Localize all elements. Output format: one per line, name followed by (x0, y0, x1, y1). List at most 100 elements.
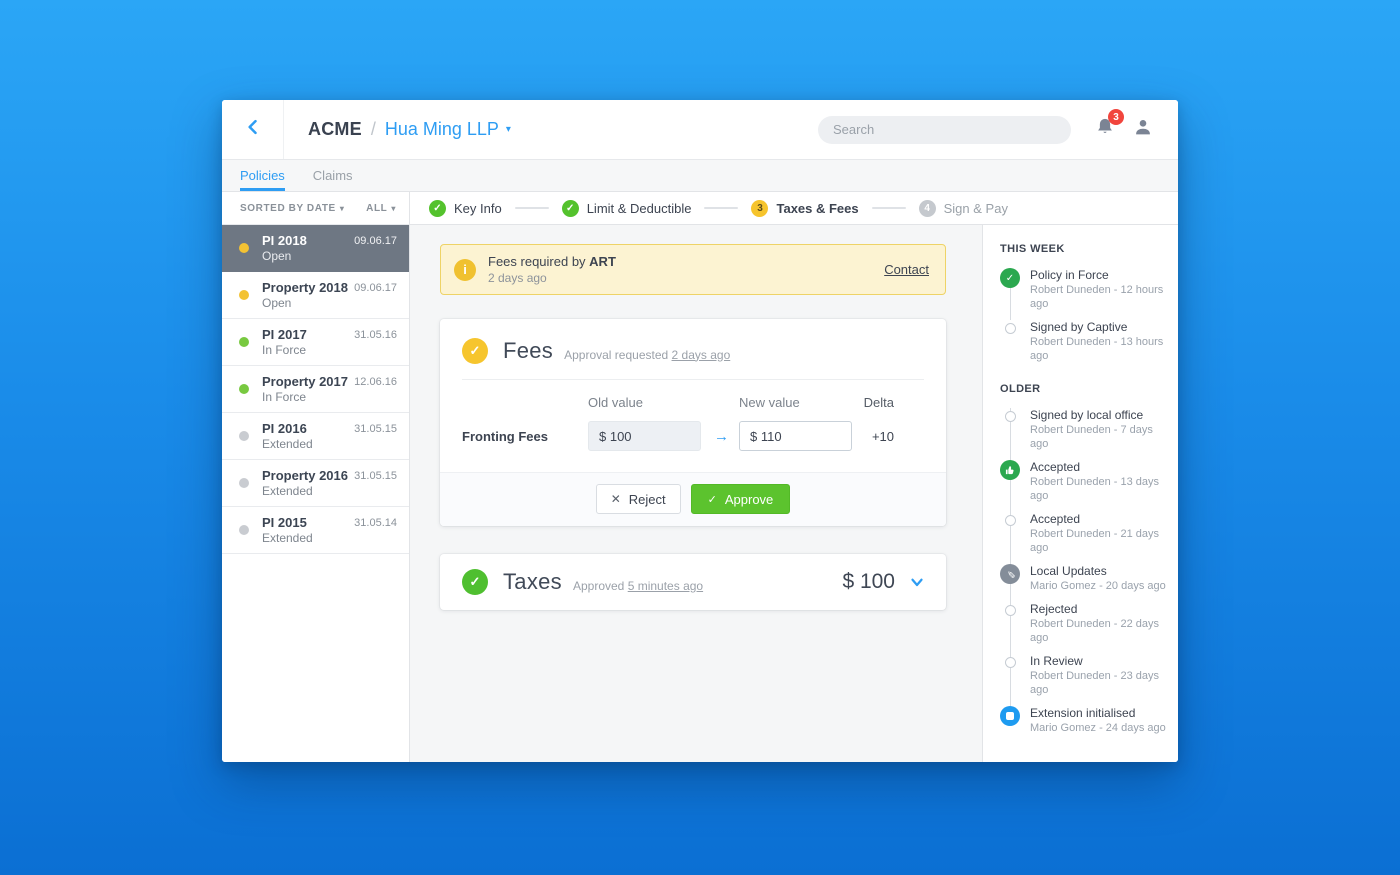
step-number-icon: 3 (751, 199, 769, 217)
tab-bar: Policies Claims (222, 160, 1178, 192)
timeline-item-local-updates: ✎ Local Updates Mario Gomez - 20 days ag… (1000, 564, 1168, 602)
policy-status: In Force (262, 343, 307, 357)
timeline-meta: Robert Duneden - 22 days ago (1030, 618, 1160, 644)
timeline-rail (1000, 706, 1020, 735)
timeline-rail (1000, 602, 1020, 654)
policy-status: Open (262, 296, 292, 310)
policy-date: 09.06.17 (354, 282, 397, 294)
status-dot-inforce-icon (239, 384, 249, 394)
step-connector (871, 207, 906, 209)
banner-title: Fees required by ART (488, 254, 616, 270)
expand-taxes-button[interactable] (908, 573, 926, 591)
step-label: Taxes & Fees (776, 200, 859, 216)
step-limit-deductible[interactable]: ✓ Limit & Deductible (561, 199, 691, 217)
banner-text: Fees required by ART 2 days ago (488, 254, 616, 285)
filter-control[interactable]: ALL ▾ (366, 203, 396, 214)
timeline-item-in-review: In Review Robert Duneden - 23 days ago (1000, 654, 1168, 706)
timeline-meta: Mario Gomez - 24 days ago (1030, 722, 1166, 734)
taxes-card-title: Taxes (503, 569, 562, 594)
new-value-cell (739, 421, 855, 451)
back-button[interactable] (222, 100, 284, 159)
timeline-heading-this-week: THIS WEEK (1000, 243, 1065, 255)
timeline-title: Signed by local office (1030, 408, 1144, 422)
tab-policies[interactable]: Policies (240, 160, 285, 191)
banner-title-party: ART (589, 254, 616, 269)
timeline-meta: Robert Duneden - 7 days ago (1030, 424, 1153, 450)
step-taxes-fees[interactable]: 3 Taxes & Fees (751, 199, 859, 217)
content-row: i Fees required by ART 2 days ago Contac… (410, 225, 1178, 762)
policy-row-property-2018[interactable]: Property 2018 Open 09.06.17 (222, 272, 409, 319)
breadcrumb-client[interactable]: Hua Ming LLP (384, 119, 499, 139)
activity-timeline: THIS WEEK ✓ Policy in Force Robert Duned… (982, 225, 1178, 762)
policy-row-property-2017[interactable]: Property 2017 In Force 12.06.16 (222, 366, 409, 413)
pencil-icon: ✎ (1000, 564, 1020, 584)
taxes-status-time-link[interactable]: 5 minutes ago (627, 578, 704, 593)
status-dot-inforce-icon (239, 337, 249, 347)
policy-row-property-2016[interactable]: Property 2016 Extended 31.05.15 (222, 460, 409, 507)
timeline-rail: ✓ (1000, 268, 1020, 320)
timeline-item-text: Accepted Robert Duneden - 13 days ago (1030, 460, 1168, 503)
policy-row-pi-2018[interactable]: PI 2018 Open 09.06.17 (222, 225, 409, 272)
policy-date: 09.06.17 (354, 235, 397, 247)
policy-row-pi-2017[interactable]: PI 2017 In Force 31.05.16 (222, 319, 409, 366)
policy-status: Extended (262, 437, 313, 451)
breadcrumb-separator: / (370, 119, 376, 139)
notifications-button[interactable]: 3 (1094, 109, 1124, 143)
timeline-rail (1000, 512, 1020, 564)
fees-pending-check-icon: ✓ (462, 338, 488, 364)
timeline-item-accepted-21d: Accepted Robert Duneden - 21 days ago (1000, 512, 1168, 564)
contact-link[interactable]: Contact (884, 262, 929, 277)
tab-claims[interactable]: Claims (312, 168, 353, 183)
fees-table-header: Old value New value Delta (462, 395, 922, 410)
fees-card-header: ✓ Fees Approval requested 2 days ago (440, 319, 946, 379)
check-icon: ✓ (1000, 268, 1020, 288)
timeline-rail (1000, 408, 1020, 460)
info-icon: i (454, 258, 476, 281)
policy-name: PI 2016 (262, 421, 307, 436)
approve-button[interactable]: ✓ Approve (690, 484, 791, 514)
fees-status-text: Approval requested (564, 347, 669, 362)
hollow-dot-icon (1004, 515, 1016, 526)
sort-control[interactable]: SORTED BY DATE ▾ (240, 203, 344, 214)
divider (462, 379, 924, 380)
policy-status: Extended (262, 531, 313, 545)
timeline-title: Policy in Force (1030, 268, 1109, 282)
policy-name: Property 2017 (262, 374, 348, 389)
step-done-check-icon: ✓ (429, 199, 446, 217)
fees-status-time-link[interactable]: 2 days ago (671, 347, 731, 362)
timeline-item-text: Extension initialised Mario Gomez - 24 d… (1030, 706, 1166, 735)
sort-caret-icon: ▾ (339, 203, 345, 213)
taxes-amount: $ 100 (842, 570, 895, 593)
banner-title-prefix: Fees required by (488, 254, 590, 269)
step-sign-pay[interactable]: 4 Sign & Pay (918, 199, 1008, 217)
user-menu-button[interactable] (1132, 116, 1154, 143)
status-dot-extended-icon (239, 525, 249, 535)
step-key-info[interactable]: ✓ Key Info (429, 199, 502, 217)
fees-card-footer: ✕ Reject ✓ Approve (440, 472, 946, 526)
hollow-dot-icon (1004, 323, 1016, 334)
step-done-check-icon: ✓ (561, 199, 579, 217)
search-input[interactable] (818, 115, 1071, 144)
policy-row-pi-2016[interactable]: PI 2016 Extended 31.05.15 (222, 413, 409, 460)
extension-square-icon (1000, 706, 1020, 726)
square-glyph (1006, 712, 1014, 720)
timeline-item-extension-initialised: Extension initialised Mario Gomez - 24 d… (1000, 706, 1168, 744)
fees-required-banner: i Fees required by ART 2 days ago Contac… (440, 244, 946, 295)
row-label: Fronting Fees (462, 428, 548, 444)
client-dropdown-caret-icon[interactable]: ▾ (505, 124, 511, 135)
timeline-item-rejected: Rejected Robert Duneden - 22 days ago (1000, 602, 1168, 654)
thumbs-up-icon (1000, 460, 1020, 480)
new-value-input[interactable] (739, 421, 852, 451)
banner-time: 2 days ago (488, 271, 547, 285)
policy-row-pi-2015[interactable]: PI 2015 Extended 31.05.14 (222, 507, 409, 554)
check-icon: ✓ (707, 493, 717, 506)
status-dot-extended-icon (239, 478, 249, 488)
timeline-item-signed-by-local-office: Signed by local office Robert Duneden - … (1000, 408, 1168, 460)
reject-button[interactable]: ✕ Reject (595, 484, 681, 514)
header-actions: 3 (818, 109, 1178, 144)
timeline-meta: Robert Duneden - 21 days ago (1030, 528, 1160, 554)
timeline-rail (1000, 320, 1020, 363)
timeline-item-text: Rejected Robert Duneden - 22 days ago (1030, 602, 1168, 645)
hollow-dot-icon (1004, 411, 1016, 422)
